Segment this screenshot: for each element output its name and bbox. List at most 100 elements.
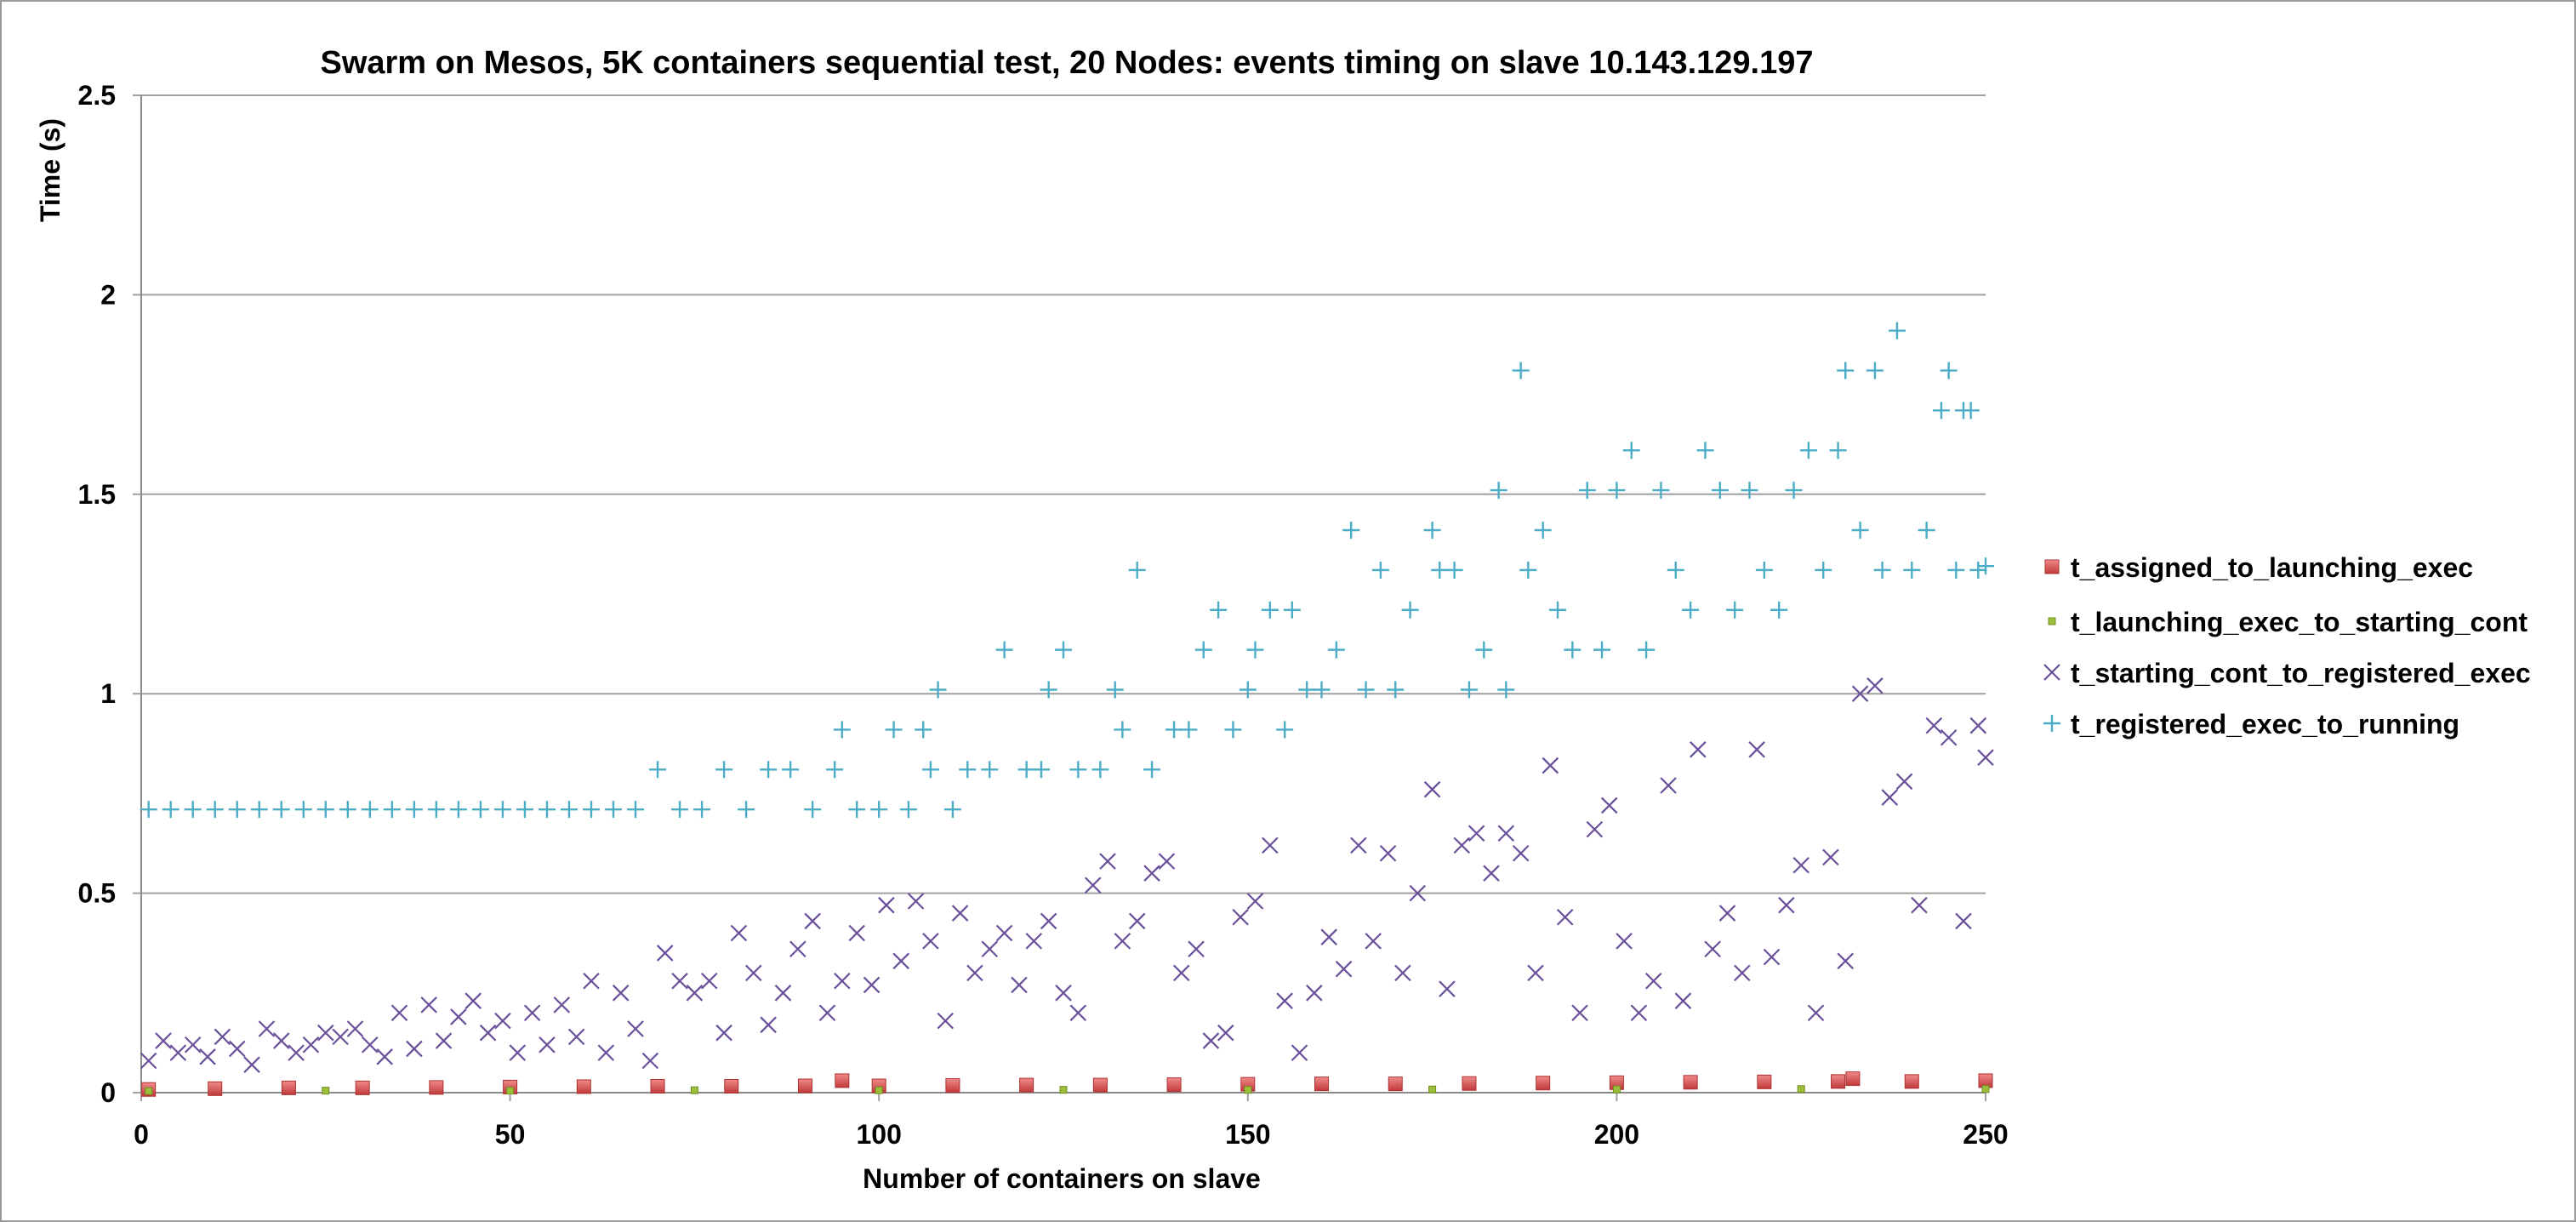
data-point [1091,761,1109,779]
data-point [921,761,939,779]
data-point [1497,681,1515,699]
data-point [1757,1074,1772,1089]
data-point [346,1020,364,1037]
data-point [493,801,511,819]
data-point [1549,601,1567,619]
data-point [848,801,866,819]
data-point [362,1036,379,1054]
y-tick-labels: 0 0.5 1 1.5 2 2.5 [78,80,116,1108]
data-point [1262,837,1279,854]
data-point [208,1081,223,1096]
data-point [1490,482,1507,500]
data-point [833,721,851,739]
data-point [650,1078,665,1094]
data-point [937,1012,955,1030]
data-point [1172,964,1190,982]
data-point [1969,561,1987,579]
data-point [1423,521,1441,539]
data-point [288,1044,305,1061]
data-point [649,761,667,779]
data-point [1106,681,1124,699]
data-point [848,924,865,942]
data-point [1217,1024,1234,1042]
data-point [597,1044,615,1061]
data-point [995,924,1013,942]
data-point [538,801,556,819]
data-point [1371,561,1389,579]
data-point [1379,844,1397,862]
data-point [1276,721,1294,739]
data-point [243,1056,260,1073]
data-point [1099,853,1116,870]
data-point [1276,992,1293,1009]
data-point [449,801,467,819]
data-point [155,1032,172,1049]
data-point [140,1052,157,1070]
data-point [1327,641,1345,659]
data-point [1453,837,1471,854]
data-point [1114,933,1131,950]
data-point [1428,1085,1437,1094]
data-point [1799,442,1817,460]
data-point [804,912,821,930]
data-point [627,1020,644,1037]
data-point [1497,825,1515,842]
data-point [1630,1004,1648,1022]
data-point [1166,1077,1182,1093]
data-point [272,801,290,819]
data-point [870,801,888,819]
data-point [1748,741,1765,758]
data-point [834,972,851,990]
legend-marker [2048,617,2056,625]
data-point [294,801,312,819]
data-point [1644,972,1662,990]
data-point [641,1052,659,1070]
data-point [1770,601,1788,619]
data-point [523,1004,541,1022]
data-point [1564,641,1582,659]
data-point [1069,761,1087,779]
data-point [539,1036,556,1054]
data-point [1903,561,1921,579]
data-point [1578,482,1596,500]
x-tick-label: 250 [1963,1119,2008,1150]
data-point [494,1012,511,1030]
data-point [1180,721,1198,739]
data-point [1283,601,1301,619]
data-point [1128,912,1146,930]
data-point [435,1032,453,1049]
data-point [302,1036,320,1054]
series-3 [140,677,1994,1073]
data-point [169,1044,187,1061]
data-point [1387,681,1405,699]
data-point [612,985,630,1002]
data-point [376,1048,393,1065]
data-point [1483,865,1500,882]
data-point [1792,857,1809,874]
data-point [875,1086,883,1094]
data-point [450,1008,467,1025]
data-point [885,721,903,739]
data-point [509,1044,527,1061]
data-point [1925,717,1943,734]
data-point [1040,681,1057,699]
data-point [1128,561,1146,579]
data-point [383,801,401,819]
data-point [1718,905,1736,922]
x-tick-label: 0 [134,1119,149,1150]
data-point [214,1028,231,1046]
data-point [1092,1077,1108,1093]
data-point [1069,1004,1087,1022]
data-point [479,1024,497,1042]
legend-label: t_registered_exec_to_running [2071,709,2459,739]
data-point [1881,789,1899,806]
data-point [316,801,334,819]
x-tick-label: 200 [1594,1119,1639,1150]
data-point [929,681,947,699]
data-point [1011,976,1028,994]
data-point [1600,797,1618,814]
data-point [1143,865,1160,882]
data-point [1831,1074,1846,1089]
data-point [1755,561,1773,579]
data-point [760,1016,777,1034]
